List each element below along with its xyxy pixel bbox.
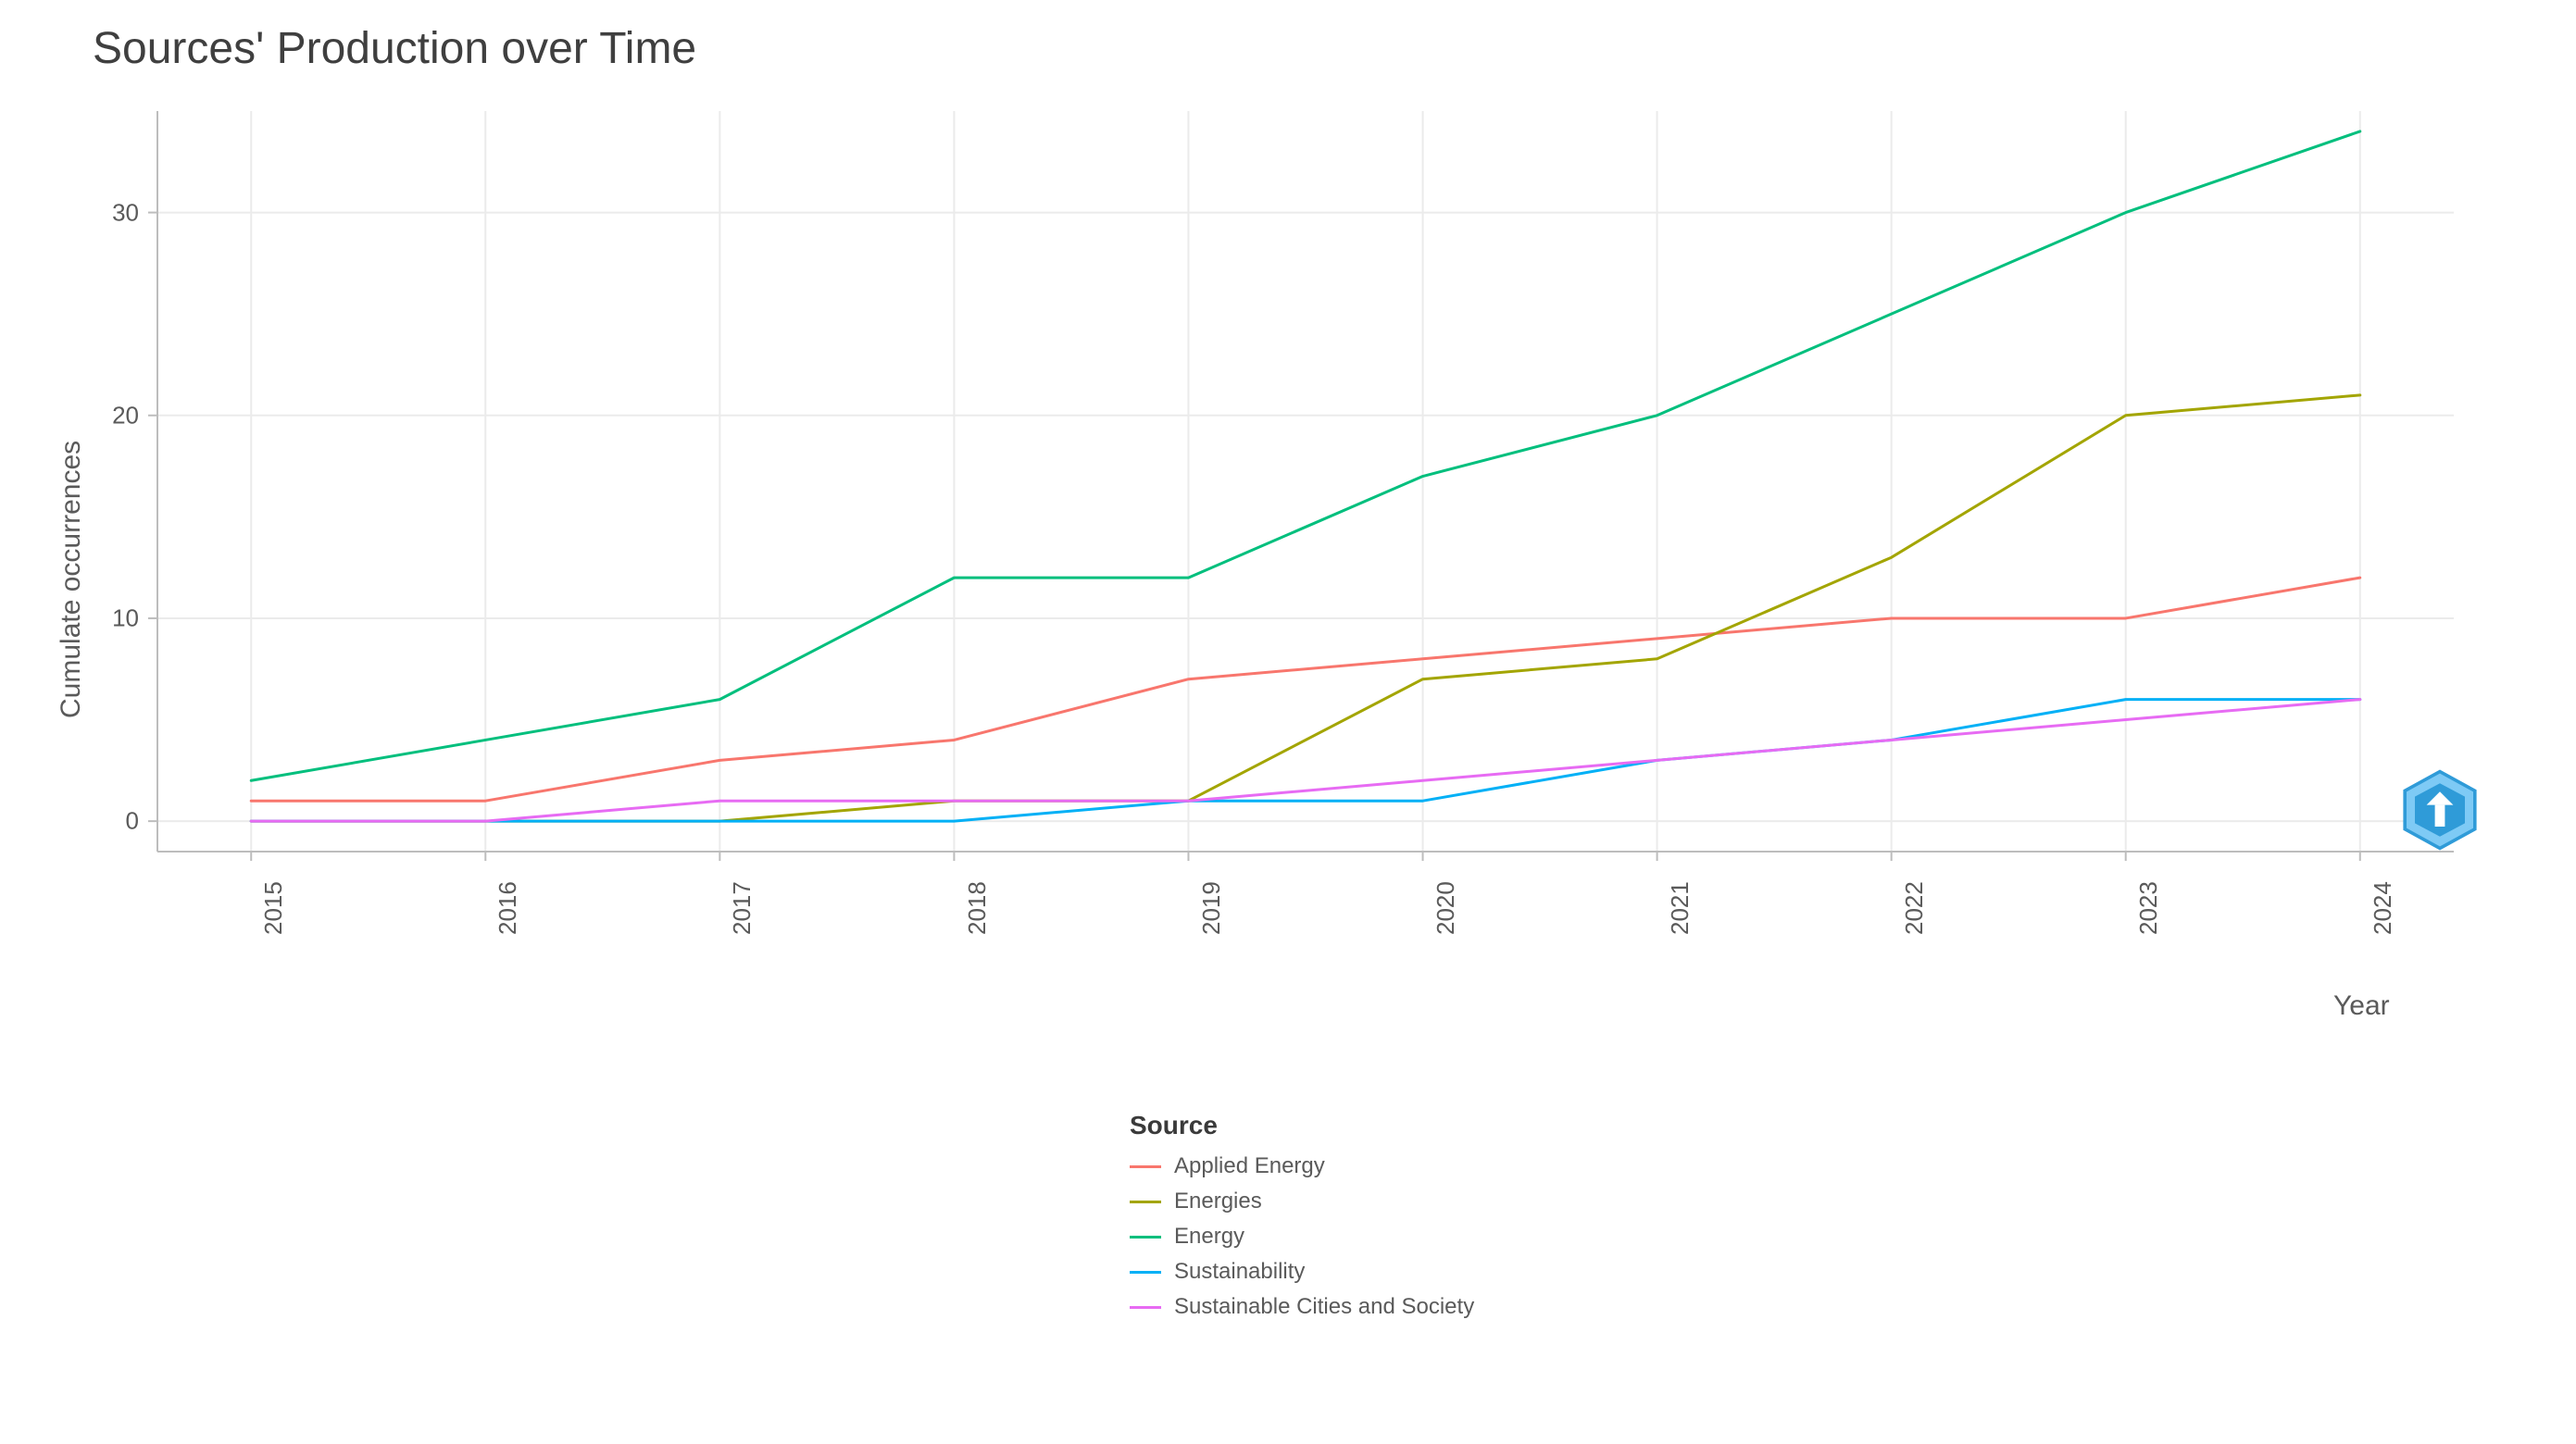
- legend-item: Sustainability: [1130, 1259, 1474, 1285]
- legend-item: Energy: [1130, 1224, 1474, 1250]
- x-tick-label: 2016: [494, 881, 522, 935]
- watermark-icon: [2398, 768, 2482, 852]
- chart-title: Sources' Production over Time: [93, 23, 696, 74]
- y-tick-label: 10: [97, 604, 139, 632]
- legend-label: Applied Energy: [1174, 1153, 1325, 1179]
- x-axis-label: Year: [2333, 990, 2390, 1022]
- legend-label: Sustainable Cities and Society: [1174, 1294, 1474, 1320]
- legend-swatch: [1130, 1236, 1161, 1239]
- legend-item: Applied Energy: [1130, 1153, 1474, 1179]
- x-tick-label: 2022: [1900, 881, 1929, 935]
- legend-swatch: [1130, 1201, 1161, 1203]
- plot-area: [157, 111, 2454, 852]
- x-tick-label: 2019: [1197, 881, 1226, 935]
- legend-title: Source: [1130, 1111, 1474, 1140]
- legend-label: Sustainability: [1174, 1259, 1305, 1285]
- x-tick-label: 2023: [2134, 881, 2163, 935]
- x-tick-label: 2020: [1432, 881, 1460, 935]
- legend-item: Energies: [1130, 1189, 1474, 1214]
- x-tick-label: 2021: [1666, 881, 1694, 935]
- legend: Source Applied Energy Energies Energy Susta…: [1130, 1111, 1474, 1329]
- x-tick-label: 2015: [259, 881, 288, 935]
- x-tick-label: 2017: [728, 881, 757, 935]
- plot-svg: [157, 111, 2454, 852]
- x-tick-label: 2018: [963, 881, 992, 935]
- legend-swatch: [1130, 1165, 1161, 1168]
- y-axis-label: Cumulate occurrences: [56, 441, 87, 718]
- chart-container: Sources' Production over Time Cumulate o…: [0, 0, 2576, 1444]
- legend-swatch: [1130, 1271, 1161, 1274]
- legend-item: Sustainable Cities and Society: [1130, 1294, 1474, 1320]
- legend-swatch: [1130, 1306, 1161, 1309]
- legend-label: Energies: [1174, 1189, 1262, 1214]
- y-tick-label: 30: [97, 198, 139, 227]
- y-tick-label: 0: [97, 807, 139, 836]
- x-tick-label: 2024: [2369, 881, 2397, 935]
- y-tick-label: 20: [97, 401, 139, 429]
- legend-label: Energy: [1174, 1224, 1244, 1250]
